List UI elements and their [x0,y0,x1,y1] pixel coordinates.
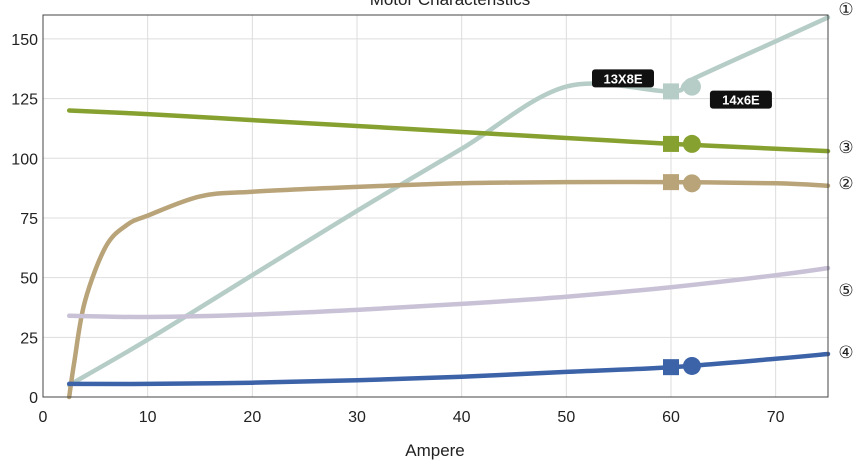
square-marker [663,135,679,152]
series-lines [66,15,831,400]
x-tick-label: 70 [767,409,785,426]
marker-badge [709,90,772,109]
square-marker [663,359,679,376]
series-tag: ① [838,0,853,19]
y-tick-label: 150 [11,32,38,49]
series-tag: ④ [838,343,853,362]
marker-badge-label: 14x6E [722,93,760,108]
series-tags: ① ② ③ ④ ⑤ [838,0,853,362]
x-tick-label: 40 [453,409,471,426]
plot-frame [42,14,829,398]
y-tick-label: 75 [20,211,38,228]
y-tick-label: 125 [11,92,38,109]
grid [43,15,828,397]
series-tag: ② [838,174,853,193]
x-tick-label: 20 [243,409,261,426]
y-tick-label: 100 [11,151,38,168]
marker-badge-label: 13X8E [603,71,642,86]
x-tick-labels: 0 10 20 30 40 50 60 70 [39,409,785,426]
series-line-1 [66,15,831,388]
series-tag: ⑤ [838,281,853,300]
y-tick-label: 0 [29,390,38,407]
marker-badges: 13X8E 14x6E [592,69,772,109]
series-line-4 [66,351,831,387]
x-tick-label: 0 [39,409,48,426]
x-tick-label: 10 [139,409,157,426]
chart-title: Motor Characteristics [370,0,531,9]
x-tick-label: 30 [348,409,366,426]
series-markers [663,77,701,376]
y-tick-label: 50 [20,271,38,288]
circle-marker [682,356,701,375]
circle-marker [682,77,701,96]
circle-marker [682,174,701,193]
y-tick-labels: 0 25 50 75 100 125 150 [11,32,38,407]
y-tick-label: 25 [20,330,38,347]
series-tag: ③ [838,138,853,157]
x-tick-label: 60 [662,409,680,426]
marker-badge [592,69,654,88]
x-tick-label: 50 [557,409,575,426]
x-axis-label: Ampere [405,441,465,460]
series-line-3 [66,108,831,154]
square-marker [663,174,679,191]
series-line-5 [66,265,831,320]
square-marker [663,83,679,100]
circle-marker [682,134,701,153]
